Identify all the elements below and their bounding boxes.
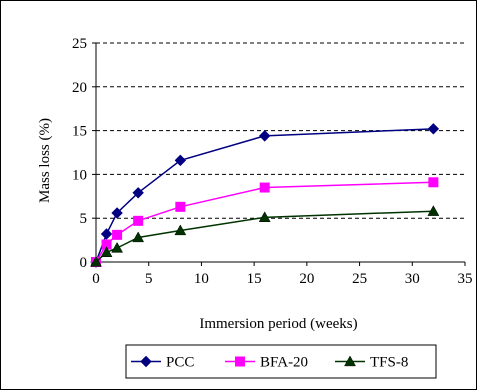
data-point-bfa-20-2 <box>112 229 123 240</box>
data-point-tfs-8-3 <box>132 231 145 243</box>
grid-lines <box>96 42 465 219</box>
legend-label-tfs-8: TFS-8 <box>370 355 408 371</box>
series-group <box>90 123 440 268</box>
x-tick-label-15: 15 <box>247 271 262 287</box>
x-tick-label-30: 30 <box>405 271 420 287</box>
data-point-bfa-20-6 <box>428 177 439 188</box>
legend-item-tfs-8: TFS-8 <box>335 355 408 371</box>
legend-label-bfa-20: BFA-20 <box>260 355 308 371</box>
data-point-pcc-1 <box>100 228 113 240</box>
data-point-bfa-20-4 <box>175 201 186 212</box>
legend-marker-pcc <box>140 355 152 368</box>
data-point-tfs-8-4 <box>174 224 187 236</box>
x-tick-label-5: 5 <box>145 271 153 287</box>
data-point-bfa-20-5 <box>259 182 270 193</box>
y-tick-label-5: 5 <box>80 211 88 227</box>
legend-item-bfa-20: BFA-20 <box>225 355 308 371</box>
series-bfa-20 <box>91 177 439 267</box>
data-point-tfs-8-5 <box>258 211 271 222</box>
y-tick-label-0: 0 <box>80 255 88 271</box>
data-point-tfs-8-6 <box>427 205 440 216</box>
series-pcc <box>90 123 440 268</box>
axes <box>92 42 466 266</box>
y-tick-label-10: 10 <box>72 167 87 183</box>
series-tfs-8 <box>90 205 440 267</box>
y-tick-label-15: 15 <box>72 124 87 140</box>
data-point-tfs-8-0 <box>90 255 102 267</box>
y-tick-label-25: 25 <box>72 36 87 52</box>
y-axis-label: Mass loss (%) <box>37 118 53 203</box>
legend-marker-tfs-8 <box>344 355 356 367</box>
data-point-pcc-4 <box>174 154 187 167</box>
data-point-pcc-5 <box>258 130 271 142</box>
x-tick-label-25: 25 <box>352 271 367 287</box>
x-tick-label-0: 0 <box>92 271 100 287</box>
data-point-bfa-20-3 <box>133 215 144 226</box>
x-tick-label-35: 35 <box>458 271 473 287</box>
x-tick-label-10: 10 <box>194 271 209 287</box>
data-point-tfs-8-1 <box>100 246 113 258</box>
series-line-bfa-20 <box>95 181 434 263</box>
legend-label-pcc: PCC <box>166 355 194 371</box>
legend-box <box>125 344 437 379</box>
legend-item-pcc: PCC <box>131 355 194 371</box>
y-tick-label-20: 20 <box>72 80 87 96</box>
data-point-pcc-6 <box>427 123 440 135</box>
x-axis-label: Immersion period (weeks) <box>199 316 357 332</box>
legend-marker-bfa-20 <box>235 356 245 367</box>
x-tick-label-20: 20 <box>299 271 314 287</box>
legend: PCC BFA-20 TFS-8 <box>125 344 437 379</box>
data-point-tfs-8-2 <box>111 241 124 253</box>
data-point-pcc-2 <box>111 207 123 219</box>
series-line-pcc <box>95 128 434 263</box>
data-point-pcc-3 <box>132 187 144 199</box>
tick-labels: 0 5 10 15 20 25 0 5 10 15 20 25 30 35 <box>72 36 473 287</box>
